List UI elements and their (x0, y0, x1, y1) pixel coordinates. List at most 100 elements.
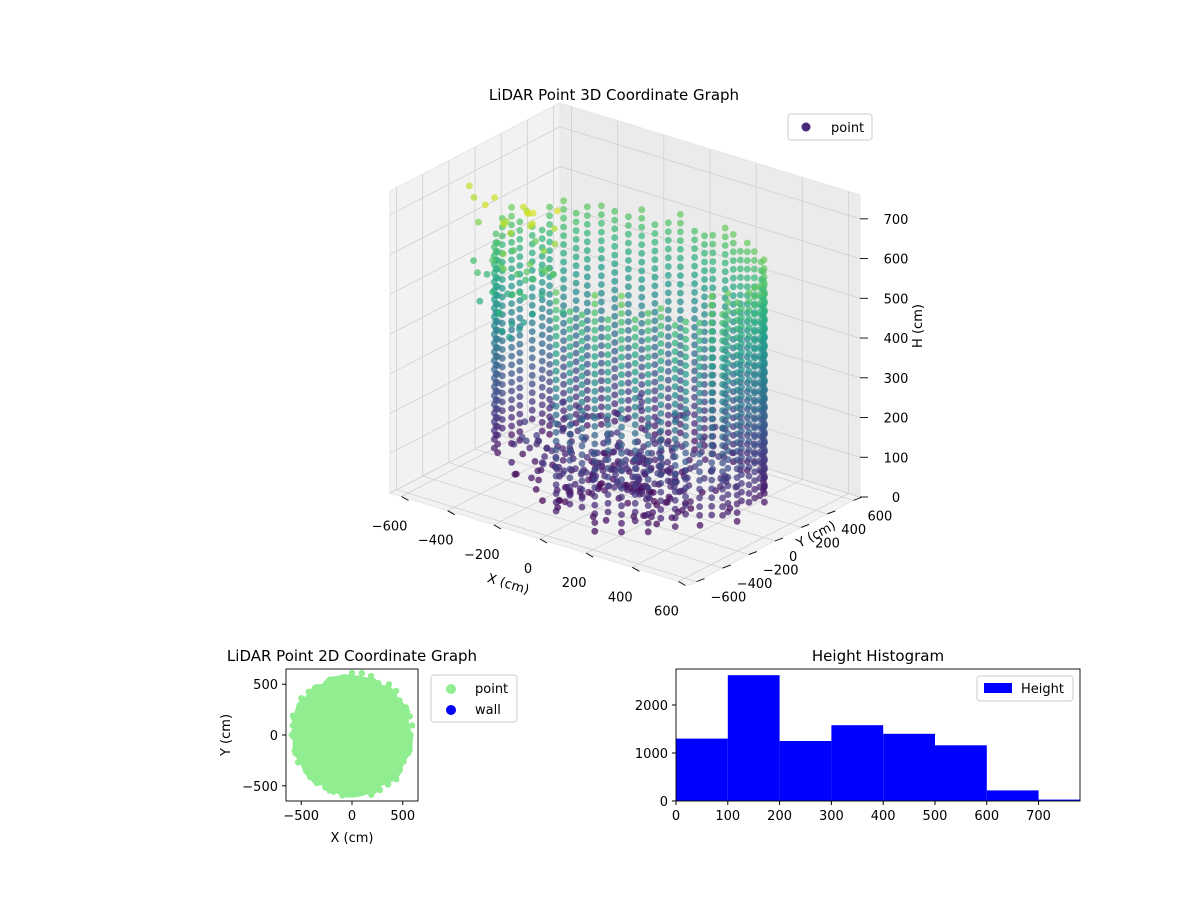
data-point (631, 482, 639, 490)
data-point (543, 445, 551, 452)
data-point (733, 482, 741, 490)
data-point (657, 453, 665, 461)
data-point (476, 297, 484, 305)
data-point (552, 376, 560, 384)
data-point (745, 289, 753, 296)
data-point (528, 267, 536, 274)
data-point (618, 327, 625, 335)
data-point (733, 500, 741, 508)
data-point (638, 311, 646, 318)
data-point (508, 378, 515, 386)
data-point (687, 498, 694, 505)
data-point (516, 279, 524, 287)
data-point (625, 300, 632, 308)
data-point (585, 488, 592, 496)
data-point (591, 466, 599, 474)
data-point (618, 336, 625, 344)
data-point (671, 409, 679, 417)
data-point (745, 428, 753, 436)
data-point (657, 418, 665, 426)
data-point (611, 417, 619, 425)
data-point (696, 485, 703, 493)
data-point (591, 510, 599, 518)
x-tick (401, 496, 409, 501)
data-point (358, 669, 365, 677)
data-point (591, 344, 599, 352)
data-point (638, 206, 646, 214)
data-point (483, 270, 491, 278)
data-point (651, 273, 659, 281)
data-point (657, 514, 665, 522)
data-point (708, 502, 716, 510)
data-point (578, 398, 586, 406)
data-point (664, 394, 672, 402)
data-point (733, 334, 741, 342)
data-point (583, 343, 591, 351)
data-point (631, 395, 639, 402)
data-point (534, 437, 542, 444)
data-point (528, 232, 536, 239)
data-point (572, 236, 580, 243)
data-point (745, 385, 753, 392)
data-point (664, 403, 672, 410)
data-point (560, 241, 567, 248)
data-point (618, 292, 625, 300)
data-point (664, 467, 672, 475)
data-point (719, 468, 726, 476)
data-point (591, 475, 599, 483)
x-tick-label: 600 (974, 809, 999, 824)
data-point (651, 396, 659, 403)
data-point (552, 498, 560, 506)
data-point (733, 413, 741, 420)
data-point (657, 383, 665, 391)
data-point (724, 325, 732, 332)
data-point (618, 397, 625, 405)
data-point (671, 330, 679, 338)
data-point (572, 384, 580, 392)
data-point (691, 428, 698, 436)
data-point (671, 383, 679, 391)
z-tick-label: 500 (884, 292, 909, 307)
data-point (490, 331, 498, 338)
data-point (664, 263, 672, 270)
data-point (724, 386, 732, 394)
data-point (657, 506, 665, 513)
data-point (724, 290, 732, 297)
data-point (719, 311, 726, 318)
data-point (560, 276, 567, 283)
y-tick-label: −600 (711, 591, 747, 606)
data-point (489, 288, 496, 296)
z-tick-label: 600 (884, 253, 909, 268)
data-point (552, 367, 560, 375)
data-point (538, 410, 546, 417)
data-point (625, 405, 632, 413)
data-point (611, 216, 619, 224)
data-point (552, 472, 560, 480)
data-point (644, 519, 652, 527)
data-point (598, 386, 605, 393)
data-point (724, 307, 732, 315)
data-point (604, 325, 612, 332)
data-point (330, 676, 338, 683)
data-point (598, 202, 605, 210)
data-point (572, 358, 580, 366)
data-point (650, 489, 657, 496)
data-point (682, 440, 689, 448)
data-point (737, 256, 744, 264)
data-point (578, 442, 586, 450)
data-point (591, 396, 599, 404)
data-point (638, 337, 646, 345)
data-point (651, 456, 659, 464)
data-point (611, 225, 619, 233)
data-point (745, 446, 753, 454)
data-point (405, 740, 412, 748)
data-point (745, 341, 753, 349)
data-point (644, 484, 652, 492)
data-point (760, 256, 768, 264)
data-point (625, 388, 632, 395)
data-point (671, 365, 679, 373)
data-point (631, 333, 639, 341)
data-point (701, 407, 708, 414)
data-point (682, 379, 689, 387)
data-point (552, 385, 560, 393)
